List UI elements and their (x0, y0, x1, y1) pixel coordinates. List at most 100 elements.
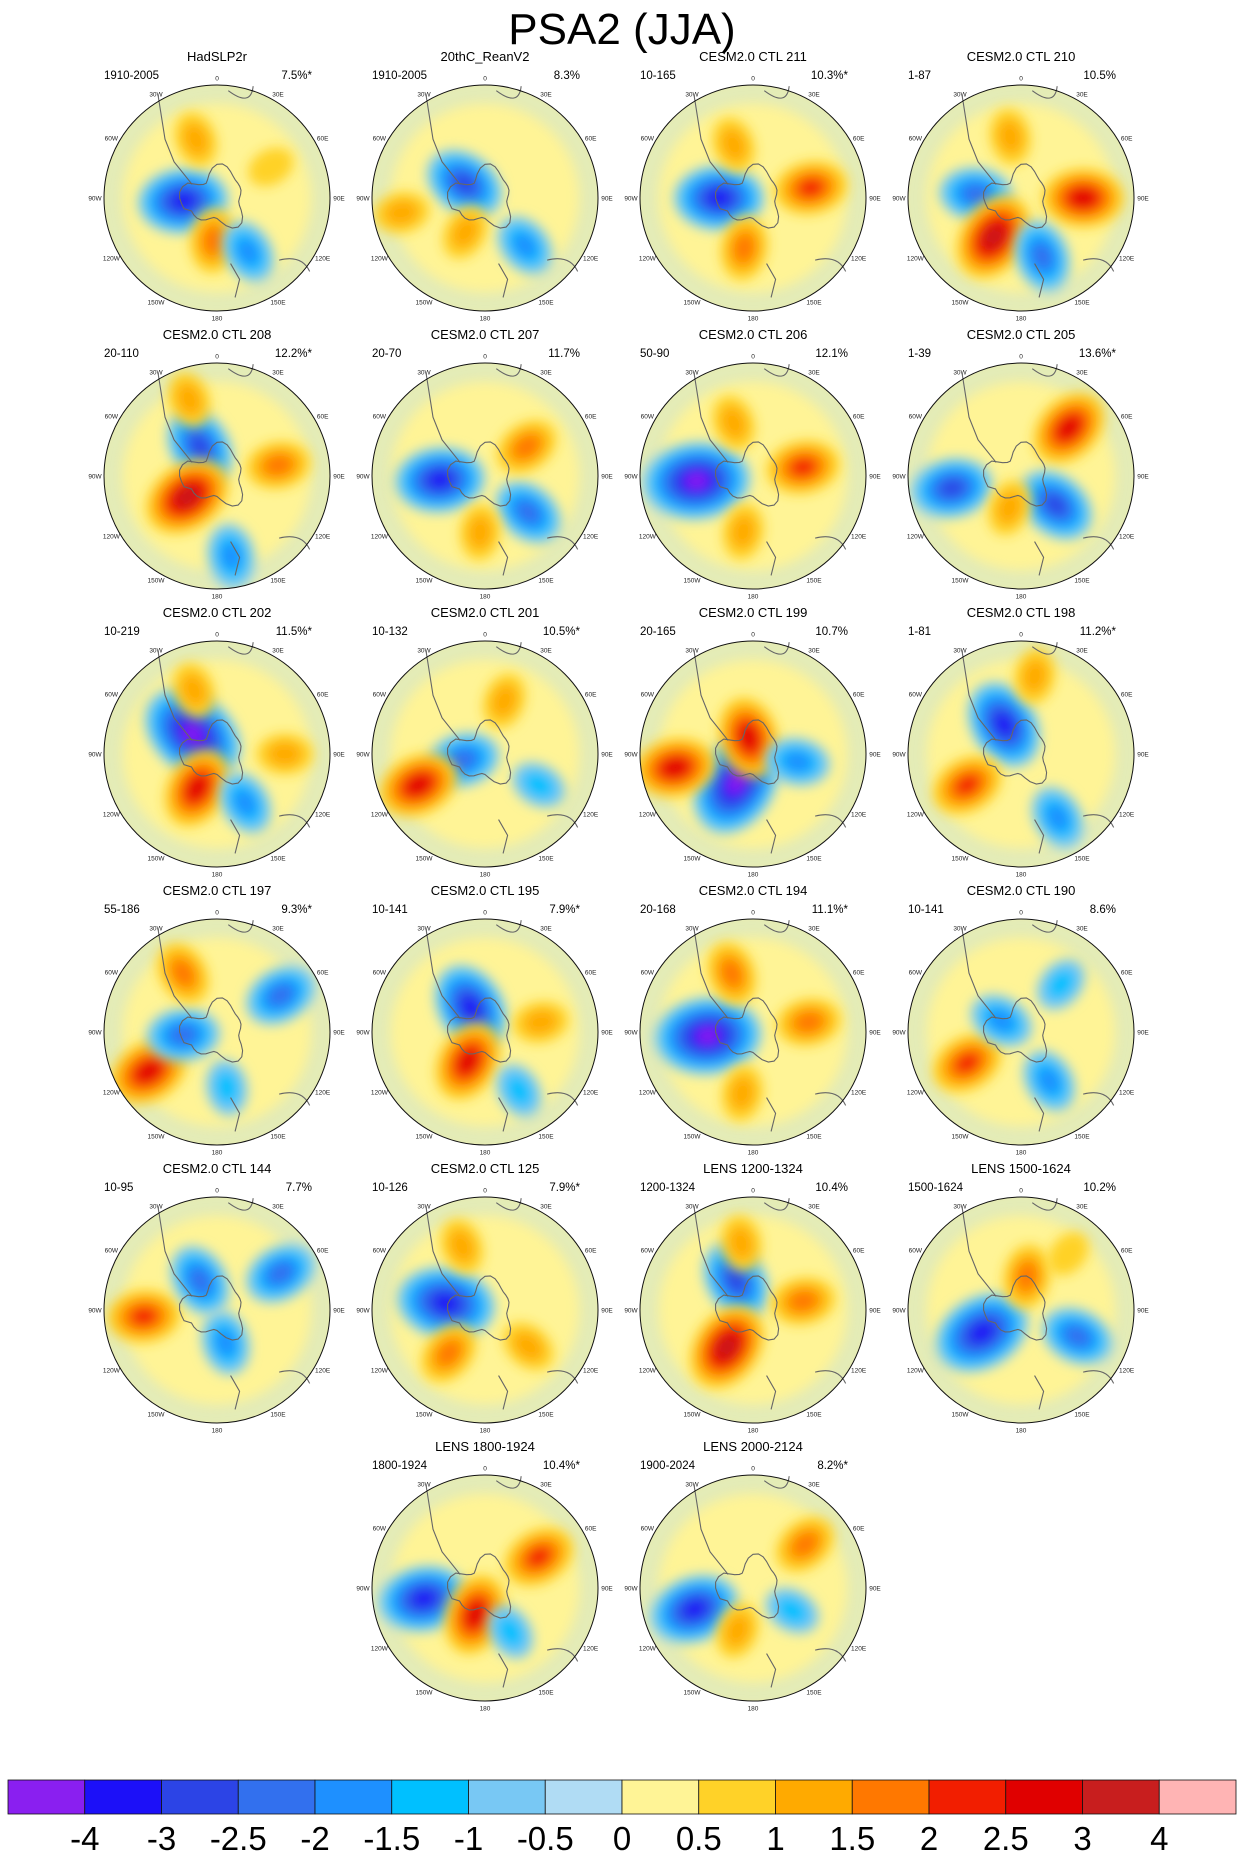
panel-title: LENS 2000-2124 (703, 1439, 803, 1454)
contour-level (182, 724, 203, 744)
map-field (908, 85, 1134, 311)
colorbar-tick-label: 3 (1073, 1820, 1091, 1857)
contour-level (724, 1613, 751, 1648)
panel-title: LENS 1200-1324 (703, 1161, 803, 1176)
map-background (640, 363, 866, 589)
longitude-label: 90W (624, 1308, 638, 1315)
map-border (907, 362, 1135, 590)
anomaly-center (935, 1293, 1029, 1373)
contour-level (995, 714, 1013, 735)
longitude-label: 30E (540, 92, 552, 99)
map-field (372, 1197, 598, 1423)
contour-level (708, 190, 731, 206)
longitude-label: 90W (892, 196, 906, 203)
anomaly-center (206, 1059, 248, 1116)
longitude-label: 120W (639, 1646, 657, 1653)
background-ring (640, 1475, 866, 1701)
longitude-label: 30E (808, 1482, 820, 1489)
colorbar-tick-label: 4 (1150, 1820, 1168, 1857)
longitude-label: 180 (212, 1150, 223, 1157)
longitude-label: 60E (1121, 136, 1133, 143)
contour-level (505, 1074, 533, 1108)
longitude-label: 60W (105, 414, 119, 421)
longitude-label: 0 (215, 910, 219, 917)
anomaly-center (164, 749, 230, 827)
longitude-label: 90E (333, 196, 345, 203)
contour-level (190, 435, 210, 458)
anomaly-center (373, 192, 430, 234)
anomaly-center (157, 942, 210, 1004)
longitude-label: 0 (751, 1466, 755, 1473)
contour-level (1037, 1067, 1061, 1095)
australia-coastline (815, 1370, 847, 1384)
longitude-label: 30E (272, 926, 284, 933)
longitude-label: 120E (851, 812, 867, 819)
longitude-label: 90W (356, 752, 370, 759)
contour-level (384, 200, 419, 226)
panel-period: 50-90 (640, 348, 669, 360)
longitude-label: 60E (585, 1526, 597, 1533)
longitude-label: 150W (684, 299, 702, 306)
map-field (372, 363, 598, 589)
longitude-label: 120E (583, 1646, 599, 1653)
longitude-label: 60E (317, 1248, 329, 1255)
longitude-label: 150W (684, 1133, 702, 1140)
new-zealand-coastline (766, 819, 777, 854)
new-zealand-coastline (766, 263, 777, 298)
map-panel: 0 30E 60E 90E 120E 150E 180 150W 120W 90W 60W 30W CE… (356, 883, 613, 1157)
panel-variance: 10.2% (1083, 1182, 1116, 1194)
map-field (640, 641, 866, 867)
contour-level (788, 1290, 818, 1312)
anomaly-center (712, 117, 756, 173)
panel-variance: 7.5%* (281, 70, 312, 82)
longitude-label: 150W (416, 1411, 434, 1418)
anomaly-center (394, 447, 486, 513)
panel-variance: 7.9%* (549, 1182, 580, 1194)
panel-period: 20-70 (372, 348, 401, 360)
australia-coastline (547, 1648, 579, 1662)
anomaly-center (1042, 1307, 1113, 1365)
longitude-label: 90E (869, 474, 881, 481)
south-america-coastline (693, 930, 729, 1019)
contour-level (202, 226, 224, 256)
australia-coastline (1083, 1370, 1115, 1384)
map-border (907, 640, 1135, 868)
longitude-label: 150E (270, 1133, 286, 1140)
longitude-label: 120E (583, 812, 599, 819)
longitude-label: 60E (1121, 1248, 1133, 1255)
anomaly-center (207, 523, 255, 589)
panel-variance: 9.3%* (281, 904, 312, 916)
anomaly-center (956, 195, 1031, 279)
map-field (908, 1197, 1134, 1423)
longitude-label: 90W (356, 196, 370, 203)
panel-period: 10-165 (640, 70, 676, 82)
contour-level (512, 232, 538, 259)
longitude-label: 120E (583, 1368, 599, 1375)
new-zealand-coastline (230, 263, 241, 298)
longitude-label: 0 (483, 76, 487, 83)
anomaly-center (459, 504, 501, 561)
contour-level (189, 1268, 211, 1293)
longitude-label: 60W (373, 692, 387, 699)
longitude-label: 90E (869, 1030, 881, 1037)
panel-variance: 10.7% (815, 626, 848, 638)
longitude-label: 150E (538, 855, 554, 862)
contour-level (496, 1615, 525, 1649)
map-border (371, 1474, 599, 1702)
longitude-label: 120W (639, 534, 657, 541)
panel-period: 1900-2024 (640, 1460, 696, 1472)
panel-variance: 8.2%* (817, 1460, 848, 1472)
longitude-label: 120W (639, 812, 657, 819)
longitude-label: 60W (373, 414, 387, 421)
new-zealand-coastline (230, 819, 241, 854)
longitude-label: 60W (105, 1248, 119, 1255)
longitude-label: 60W (909, 136, 923, 143)
longitude-label: 90E (601, 1030, 613, 1037)
contour-level (513, 434, 540, 459)
map-border (103, 640, 331, 868)
longitude-label: 150W (684, 577, 702, 584)
panel-period: 10-95 (104, 1182, 133, 1194)
map-field (908, 919, 1134, 1145)
colorbar-segment (698, 1779, 776, 1815)
longitude-label: 120W (103, 1090, 121, 1097)
